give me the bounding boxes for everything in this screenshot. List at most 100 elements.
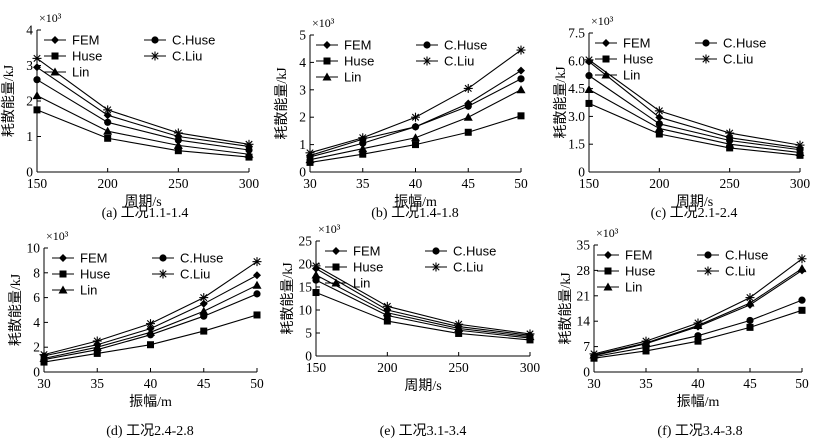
series-line-c-huse [315, 279, 531, 339]
data-point-c-liu [516, 45, 526, 55]
caption-b: (b) 工况1.4-1.8 [371, 206, 459, 221]
x-tick-label: 45 [197, 376, 211, 391]
data-point-c-huse [726, 136, 734, 145]
series-line-huse [588, 102, 801, 156]
legend-marker-fem [602, 39, 610, 47]
legend-label-huse: Huse [344, 54, 374, 69]
axis-multiplier: ×10³ [39, 11, 62, 25]
legend-marker-lin [603, 282, 613, 291]
data-point-huse [147, 341, 154, 349]
legend-label-c-liu: C.Liu [172, 49, 202, 64]
data-point-c-liu [146, 319, 155, 329]
data-point-c-liu [584, 55, 594, 65]
data-point-lin [654, 123, 664, 132]
series-line-c-huse [588, 75, 801, 151]
data-point-c-huse [655, 120, 663, 128]
data-point-c-huse [33, 76, 41, 84]
data-point-c-liu [32, 53, 42, 63]
y-axis-label: 耗散能量/kJ [8, 273, 24, 346]
legend-marker-c-huse [704, 251, 712, 259]
legend-marker-c-liu [431, 262, 441, 272]
y-tick-label: 0 [578, 165, 585, 180]
y-tick-label: 1 [26, 129, 33, 144]
y-axis-label: 耗散能量/kJ [1, 64, 17, 137]
data-point-lin [463, 112, 473, 121]
y-tick-label: 14 [577, 314, 591, 329]
data-point-huse [694, 337, 702, 345]
x-tick-label: 30 [303, 176, 317, 191]
data-point-lin [199, 306, 209, 315]
data-point-c-huse [200, 312, 208, 320]
data-point-c-liu [199, 293, 209, 303]
y-tick-label: 4 [33, 315, 40, 330]
axis-multiplier: ×10³ [318, 222, 341, 236]
y-tick-label: 0 [26, 165, 33, 180]
data-point-c-liu [311, 261, 321, 271]
legend-marker-c-huse [423, 41, 431, 49]
legend-label-c-liu: C.Liu [444, 54, 474, 69]
y-tick-label: 4 [299, 55, 306, 70]
x-tick-label: 200 [377, 360, 398, 375]
data-point-c-liu [745, 293, 755, 303]
data-point-c-liu [411, 112, 420, 122]
y-tick-label: 7 [583, 339, 590, 354]
data-point-c-liu [641, 336, 651, 346]
y-tick-label: 2 [299, 110, 306, 125]
legend-label-lin: Lin [72, 65, 89, 80]
legend-label-c-huse: C.Huse [453, 244, 496, 259]
legend-marker-lin [322, 72, 332, 81]
x-axis-label: 周期/s [404, 378, 441, 394]
axis-multiplier: ×10³ [312, 16, 335, 30]
x-tick-label: 150 [306, 360, 327, 375]
data-point-lin [797, 264, 807, 273]
legend-marker-fem [332, 247, 340, 255]
y-tick-label: 3 [26, 58, 33, 73]
x-tick-label: 35 [639, 376, 653, 391]
data-point-c-huse [642, 343, 650, 351]
x-tick-label: 35 [91, 376, 105, 391]
series-line-c-huse [36, 79, 250, 151]
y-tick-label: 15 [299, 280, 313, 295]
data-point-lin [244, 149, 254, 158]
series-line-lin [36, 95, 250, 155]
legend-label-fem: FEM [80, 251, 107, 266]
data-point-huse [642, 347, 650, 355]
x-tick-label: 150 [27, 176, 48, 191]
x-tick-label: 50 [514, 176, 528, 191]
y-tick-label: 8 [33, 265, 40, 280]
legend-label-c-huse: C.Huse [444, 38, 487, 53]
x-tick-label: 40 [409, 176, 423, 191]
data-point-c-huse [383, 311, 391, 320]
x-tick-label: 50 [795, 376, 809, 391]
data-point-huse [174, 147, 182, 155]
data-point-c-liu [358, 133, 368, 143]
data-point-fem [517, 66, 525, 75]
y-tick-label: 6.0 [568, 53, 585, 68]
legend-marker-fem [604, 251, 612, 259]
x-tick-label: 200 [98, 176, 119, 191]
legend-label-fem: FEM [625, 248, 652, 263]
data-point-lin [173, 140, 183, 149]
y-axis-label: 耗散能量/kJ [553, 66, 569, 139]
caption-a: (a) 工况1.1-1.4 [101, 206, 189, 221]
y-tick-label: 3.0 [568, 109, 585, 124]
x-tick-label: 35 [356, 176, 370, 191]
data-point-c-huse [585, 72, 593, 80]
y-tick-label: 10 [299, 303, 313, 318]
legend-label-c-huse: C.Huse [723, 36, 766, 51]
data-point-c-huse [359, 139, 367, 147]
data-point-huse [104, 134, 112, 142]
legend-marker-huse [602, 55, 610, 63]
axis-multiplier: ×10³ [46, 229, 69, 243]
legend-marker-huse [59, 270, 67, 278]
y-tick-label: 1 [299, 137, 306, 152]
data-point-c-liu [525, 329, 535, 339]
data-point-c-liu [103, 105, 113, 115]
data-point-c-huse [174, 136, 182, 144]
legend-label-huse: Huse [353, 260, 383, 275]
